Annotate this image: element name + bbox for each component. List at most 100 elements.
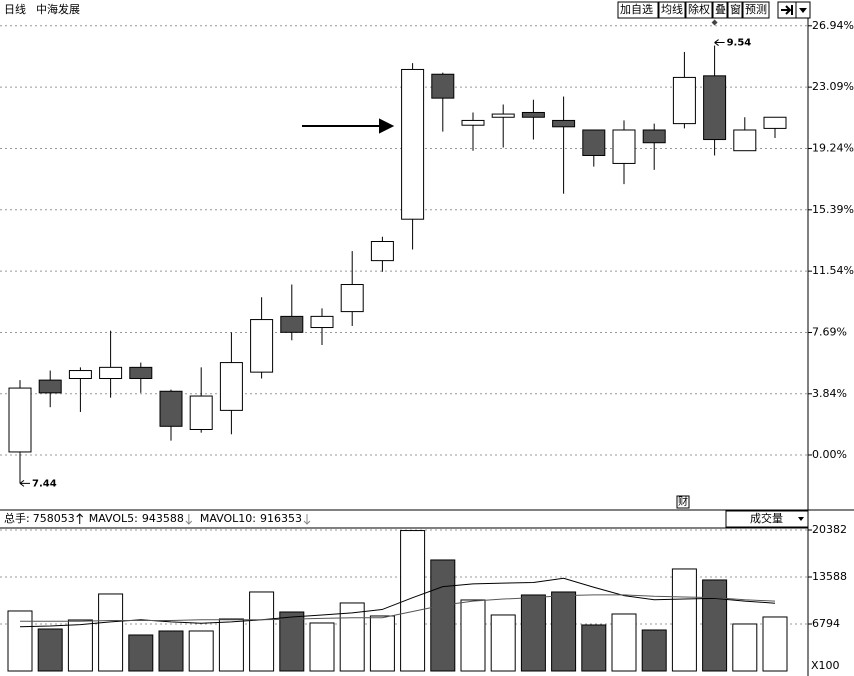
volume-bar [551, 591, 577, 672]
high-label: 9.54 [727, 38, 752, 49]
candle-body [8, 387, 32, 453]
volume-bar [249, 591, 275, 672]
volume-bar [702, 579, 728, 672]
volume-bar [762, 616, 788, 672]
y-tick-label: 11.54% [812, 264, 854, 277]
legend-value: 916353 [260, 512, 302, 525]
y-tick-label: 13588 [812, 570, 847, 583]
candle-body [340, 284, 364, 313]
candle-body [250, 319, 274, 373]
candle-body [159, 390, 183, 427]
volume-bar [279, 611, 305, 672]
button[interactable] [617, 1, 659, 19]
volume-bar [520, 594, 546, 672]
candle-body [280, 315, 304, 333]
down-arrow-icon [185, 514, 193, 525]
dropdown-icon [798, 517, 804, 521]
indicator-name: 成交量 [750, 511, 783, 525]
diamond-marker [711, 19, 718, 26]
candle-body [461, 119, 485, 126]
volume-bar [611, 613, 637, 672]
volume-bar [490, 614, 516, 672]
total-value: 758053 [33, 512, 75, 525]
button[interactable] [685, 1, 713, 19]
volume-bar [671, 568, 697, 672]
legend-value: 943588 [142, 512, 184, 525]
candle-body [552, 119, 576, 128]
y-tick-label: 19.24% [812, 141, 854, 154]
volume-bar [309, 622, 335, 672]
y-tick-label: 23.09% [812, 80, 854, 93]
candle-body [642, 129, 666, 144]
button-label: 均线 [661, 2, 683, 16]
total-label: 总手: [4, 511, 30, 525]
y-tick-label: 26.94% [812, 19, 854, 32]
up-arrow-icon [76, 513, 84, 524]
dropdown-icon [799, 8, 807, 13]
period: 日线 [4, 2, 26, 16]
volume-bar [641, 629, 667, 672]
button[interactable] [658, 1, 686, 19]
ma-line [20, 594, 776, 622]
y-tick-label: 6794 [812, 617, 840, 630]
candle-body [612, 129, 636, 164]
y-tick-label: 7.69% [812, 325, 847, 338]
button-label: 预测 [745, 3, 767, 16]
y-tick-label: 0.00% [812, 448, 847, 461]
button[interactable] [742, 1, 770, 19]
candle-body [401, 68, 425, 220]
candle-body [733, 129, 757, 152]
candle-body [99, 366, 123, 380]
volume-bar [339, 602, 365, 672]
volume-bar [67, 619, 93, 672]
volume-bar [430, 559, 456, 672]
badge-box [676, 495, 690, 509]
y-tick-label: 3.84% [812, 387, 847, 400]
button-label: 窗 [730, 2, 741, 16]
annotation-arrow [19, 479, 30, 487]
candle-body [129, 366, 153, 380]
volume-bar [732, 623, 758, 672]
volume-bar [188, 630, 214, 672]
candle-body [219, 362, 243, 411]
stock-name: 中海发展 [36, 2, 80, 16]
y-tick-label: 15.39% [812, 203, 854, 216]
candle-body [672, 76, 696, 125]
candle-body [38, 379, 62, 394]
volume-bar [218, 618, 244, 672]
volume-bar [158, 630, 184, 672]
candle-body [431, 73, 455, 99]
y-tick-label: 20382 [812, 523, 847, 536]
candle-body [68, 370, 92, 380]
button[interactable] [712, 1, 728, 19]
candle-body [491, 113, 515, 118]
pointer-arrow [302, 118, 395, 134]
candle-body [582, 129, 606, 156]
candle-body [763, 116, 787, 129]
candle-body [310, 315, 334, 329]
low-label: 7.44 [32, 478, 57, 489]
badge: 财 [678, 495, 688, 508]
candle-body [370, 241, 394, 262]
candle-body [521, 111, 545, 118]
unit-label: X100 [811, 659, 840, 672]
indicator-select[interactable] [725, 510, 809, 528]
volume-bar [460, 599, 486, 672]
button-label: 叠 [715, 3, 726, 16]
down-arrow-icon [303, 514, 311, 525]
annotation-arrow [714, 39, 725, 46]
candle-body [189, 395, 213, 430]
candle-body [703, 75, 727, 141]
volume-bar [98, 593, 124, 672]
button-label: 除权 [688, 2, 710, 16]
volume-bar [37, 628, 63, 672]
volume-bar [581, 624, 607, 672]
volume-bar [369, 615, 395, 672]
button-label: 加自选 [620, 3, 653, 16]
legend-name: MAVOL5: [89, 512, 138, 525]
button[interactable] [727, 1, 743, 19]
arrow-icon [781, 5, 793, 15]
legend-name: MAVOL10: [200, 512, 256, 525]
volume-bar [128, 634, 154, 672]
